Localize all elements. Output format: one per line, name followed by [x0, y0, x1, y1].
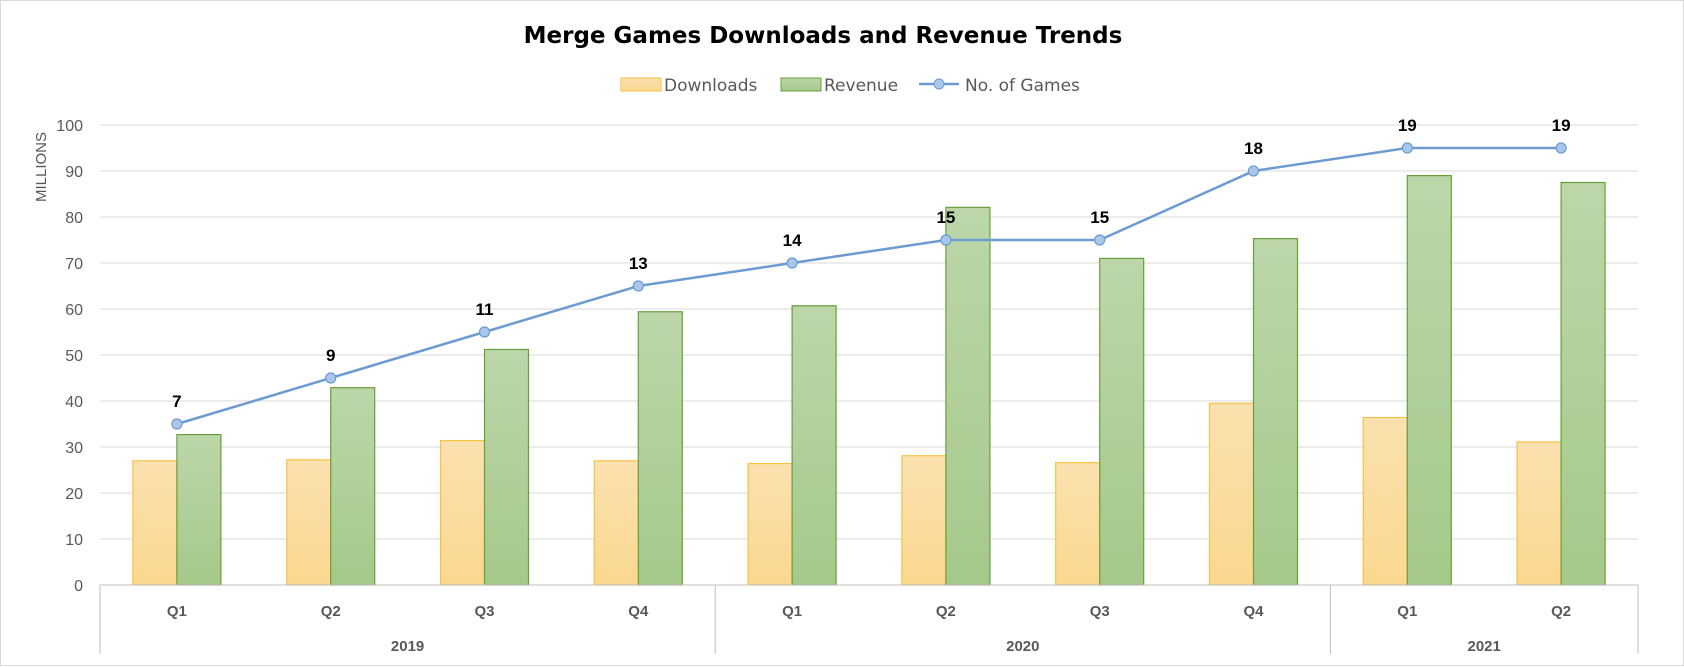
point-games [1247, 165, 1260, 177]
bar-downloads [901, 455, 947, 586]
bar-revenue [330, 387, 376, 586]
y-tick-label: 80 [65, 210, 83, 227]
bar-downloads [132, 460, 178, 586]
y-tick-label: 50 [65, 348, 83, 365]
y-tick-label: 10 [65, 532, 83, 549]
point-games [786, 257, 798, 269]
point-games [325, 372, 337, 384]
bar-revenue [1406, 175, 1452, 586]
chart-title: Merge Games Downloads and Revenue Trends [524, 23, 1123, 49]
bar-downloads [439, 439, 486, 586]
point-games [940, 234, 952, 246]
y-tick-label: 20 [65, 486, 83, 503]
data-label-games: 11 [476, 300, 494, 319]
data-label-games: 18 [1244, 139, 1263, 158]
bar-downloads [747, 462, 793, 586]
x-tick-label: Q4 [1243, 603, 1264, 620]
y-tick-label: 100 [56, 118, 83, 135]
point-games [1555, 142, 1567, 154]
data-label-games: 15 [1090, 208, 1109, 227]
legend-label-games: No. of Games [965, 76, 1080, 96]
legend-label-revenue: Revenue [824, 76, 898, 96]
bars [132, 175, 1606, 586]
bar-revenue [945, 206, 991, 586]
y-tick-label: 70 [65, 256, 83, 273]
x-tick-label: Q3 [474, 603, 494, 620]
data-label-games: 15 [936, 208, 955, 227]
x-tick-label: Q1 [1397, 603, 1417, 620]
bar-revenue [176, 433, 222, 586]
data-label-games: 7 [172, 392, 181, 411]
x-tick-label: Q2 [321, 603, 341, 620]
x-group-label: 2019 [391, 638, 424, 655]
legend-swatch-revenue [780, 77, 822, 92]
bar-revenue [483, 348, 530, 586]
bar-downloads [286, 459, 332, 586]
x-axis: Q1 Q2 Q3 Q4 Q1 Q2 Q3 Q4 Q1 Q2 2019 2020 2021 [99, 584, 1639, 655]
data-label-games: 9 [326, 346, 335, 365]
data-label-games: 19 [1398, 116, 1417, 135]
x-tick-label: Q3 [1090, 603, 1110, 620]
bar-downloads [1055, 462, 1101, 586]
y-tick-label: 90 [65, 164, 83, 181]
y-axis-ticks: 0 10 20 30 40 50 60 70 80 90 100 [56, 118, 83, 595]
games-line: 7 9 11 13 14 15 15 18 19 19 [171, 116, 1571, 430]
bar-revenue [1252, 238, 1299, 586]
point-games [1094, 234, 1106, 246]
x-tick-label: Q1 [167, 603, 187, 620]
data-label-games: 13 [629, 254, 648, 273]
point-games [478, 326, 491, 338]
y-tick-label: 0 [74, 578, 83, 595]
y-tick-label: 30 [65, 440, 83, 457]
legend: Downloads Revenue No. of Games [620, 76, 1080, 96]
x-group-label: 2021 [1468, 638, 1501, 655]
bar-revenue [1099, 257, 1145, 586]
x-tick-label: Q2 [936, 603, 956, 620]
bar-downloads [593, 460, 639, 586]
x-group-label: 2020 [1006, 638, 1039, 655]
point-games [1401, 142, 1413, 154]
x-tick-label: Q2 [1551, 603, 1571, 620]
bar-revenue [1560, 181, 1606, 586]
legend-swatch-downloads [620, 77, 662, 92]
x-tick-label: Q4 [628, 603, 649, 620]
legend-label-downloads: Downloads [664, 76, 758, 96]
bar-downloads [1516, 441, 1562, 586]
data-label-games: 19 [1552, 116, 1571, 135]
bar-revenue [637, 311, 683, 586]
bar-downloads [1362, 416, 1408, 586]
bar-revenue [791, 305, 837, 586]
x-tick-label: Q1 [782, 603, 802, 620]
legend-marker-games [933, 78, 945, 90]
bar-downloads [1208, 402, 1255, 586]
y-tick-label: 60 [65, 302, 83, 319]
y-tick-label: 40 [65, 394, 83, 411]
point-games [632, 280, 644, 292]
line-games [176, 146, 1562, 426]
point-games [171, 418, 183, 430]
y-axis-label: MILLIONS [33, 132, 50, 202]
data-label-games: 14 [783, 231, 802, 250]
